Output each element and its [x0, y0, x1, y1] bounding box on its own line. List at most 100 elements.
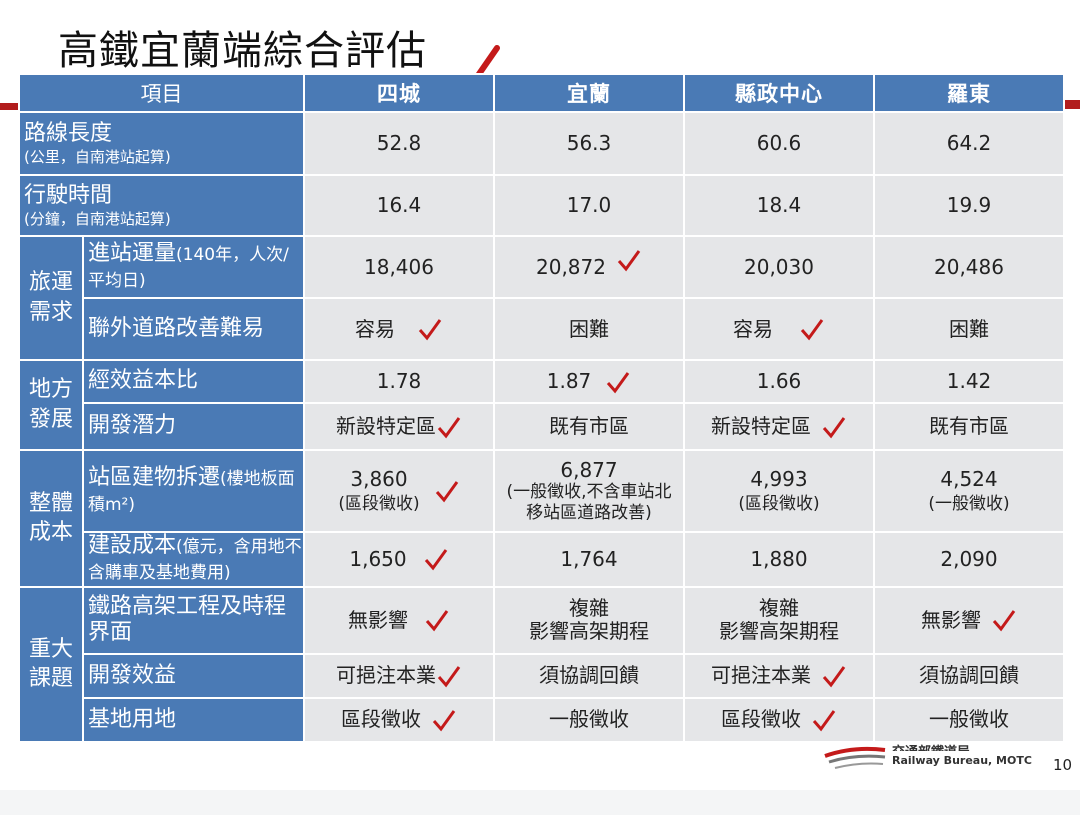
row-label-viaduct: 鐵路高架工程及時程界面 [82, 585, 305, 655]
row-time: 行駛時間 (分鐘，自南港站起算) 16.4 17.0 18.4 19.9 [18, 174, 1065, 237]
railway-bureau-logo-icon [823, 742, 887, 776]
cell-length-yilan: 56.3 [493, 111, 685, 176]
row-cost: 建設成本(億元，含用地不含購車及基地費用) 1,650 1,764 1,880 … [19, 531, 1065, 588]
group-overall-cost: 整體成本 [18, 449, 84, 588]
row-label-road: 聯外道路改善難易 [82, 297, 305, 361]
cell-viaduct-county: 複雜 影響高架期程 [683, 585, 875, 655]
cell-cost-sicheng: 1,650 [303, 531, 495, 588]
row-viaduct: 重大課題 鐵路高架工程及時程界面 無影響 複雜 影響高架期程 複雜 影響高架期程 無… [18, 585, 1065, 743]
check-mark-icon [821, 664, 847, 688]
cell-demolition-luodong: 4,524 (一般徵收) [873, 449, 1065, 533]
cell-road-yilan: 困難 [493, 297, 685, 361]
cell-depot-luodong: 一般徵收 [873, 696, 1065, 743]
row-sublabel-time: (分鐘，自南港站起算) [24, 209, 171, 228]
cell-potential-county: 新設特定區 [683, 402, 875, 451]
row-label-ridership: 進站運量(140年，人次/平均日) [82, 235, 305, 299]
check-mark-icon [424, 608, 450, 632]
row-label-benefit: 開發效益 [82, 652, 305, 699]
check-mark-icon [417, 317, 443, 341]
row-label-cost: 建設成本(億元，含用地不含購車及基地費用) [82, 531, 305, 588]
row-label-potential: 開發潛力 [82, 402, 305, 451]
cell-ridership-luodong: 20,486 [873, 235, 1065, 299]
cell-bcr-county: 1.66 [683, 359, 875, 404]
row-potential: 開發潛力 新設特定區 既有市區 新設特定區 既有市區 [19, 402, 1065, 451]
bottom-bar [0, 790, 1080, 815]
row-ridership: 旅運需求 進站運量(140年，人次/平均日) 18,406 20,872 20,… [18, 235, 1065, 361]
cell-viaduct-yilan: 複雜 影響高架期程 [493, 585, 685, 655]
cell-potential-luodong: 既有市區 [873, 402, 1065, 451]
cell-viaduct-sicheng: 無影響 [303, 585, 495, 655]
cell-cost-luodong: 2,090 [873, 531, 1065, 588]
page-number: 10 [1053, 756, 1073, 774]
row-sublabel-cost: (億元，含用地不含購車及基地費用) [88, 537, 302, 584]
row-sublabel-ridership: (140年，人次/平均日) [88, 244, 289, 291]
check-mark-icon [821, 415, 847, 439]
cell-bcr-sicheng: 1.78 [303, 359, 495, 404]
header-yilan: 宜蘭 [493, 73, 685, 113]
row-label-time: 行駛時間 (分鐘，自南港站起算) [18, 174, 305, 237]
row-label-depot: 基地用地 [82, 696, 305, 743]
check-mark-icon [431, 708, 457, 732]
logo-english-text: Railway Bureau, MOTC [892, 754, 1032, 767]
cell-potential-sicheng: 新設特定區 [303, 402, 495, 451]
cell-demolition-yilan: 6,877 (一般徵收,不含車站北移站區道路改善) [493, 449, 685, 533]
check-mark-icon [436, 415, 462, 439]
check-mark-icon [434, 479, 460, 503]
cell-time-luodong: 19.9 [873, 174, 1065, 237]
header-row: 項目 四城 宜蘭 縣政中心 羅東 [18, 73, 1065, 113]
row-depot: 基地用地 區段徵收 一般徵收 區段徵收 一般徵收 [19, 696, 1065, 743]
cell-depot-county: 區段徵收 [683, 696, 875, 743]
red-accent-line-left [0, 103, 18, 110]
cell-time-yilan: 17.0 [493, 174, 685, 237]
cell-length-luodong: 64.2 [873, 111, 1065, 176]
group-local-development: 地方發展 [18, 359, 84, 451]
check-mark-icon [436, 664, 462, 688]
cell-ridership-county: 20,030 [683, 235, 875, 299]
evaluation-table: 項目 四城 宜蘭 縣政中心 羅東 路線長度 (公里，自南港站起算) 52.8 5… [18, 73, 1065, 743]
cell-road-luodong: 困難 [873, 297, 1065, 361]
header-item: 項目 [18, 73, 305, 113]
group-travel-demand: 旅運需求 [18, 235, 84, 361]
row-bcr: 地方發展 經效益本比 1.78 1.87 1.66 1.42 [18, 359, 1065, 451]
check-mark-icon [799, 317, 825, 341]
red-accent-line-right [1064, 100, 1080, 109]
cell-length-sicheng: 52.8 [303, 111, 495, 176]
cell-depot-sicheng: 區段徵收 [303, 696, 495, 743]
check-mark-icon [616, 248, 642, 272]
cell-viaduct-luodong: 無影響 [873, 585, 1065, 655]
logo-chinese-text: 交通部鐵道局 [892, 741, 970, 751]
cell-ridership-yilan: 20,872 [493, 235, 685, 299]
row-length: 路線長度 (公里，自南港站起算) 52.8 56.3 60.6 64.2 [18, 111, 1065, 176]
cell-benefit-sicheng: 可挹注本業 [303, 652, 495, 699]
row-sublabel-demolition: (樓地板面積m²) [88, 468, 295, 515]
row-label-bcr: 經效益本比 [82, 359, 305, 404]
cell-bcr-yilan: 1.87 [493, 359, 685, 404]
cell-time-sicheng: 16.4 [303, 174, 495, 237]
group-major-issues: 重大課題 [18, 585, 84, 743]
cell-bcr-luodong: 1.42 [873, 359, 1065, 404]
cell-demolition-sicheng: 3,860 (區段徵收) [303, 449, 495, 533]
cell-depot-yilan: 一般徵收 [493, 696, 685, 743]
cell-demolition-county: 4,993 (區段徵收) [683, 449, 875, 533]
row-benefit: 開發效益 可挹注本業 須協調回饋 可挹注本業 須協調回饋 [19, 652, 1065, 699]
page-title: 高鐵宜蘭端綜合評估 [58, 28, 427, 74]
cell-benefit-luodong: 須協調回饋 [873, 652, 1065, 699]
header-luodong: 羅東 [873, 73, 1065, 113]
cell-road-sicheng: 容易 [303, 297, 495, 361]
check-mark-icon [991, 608, 1017, 632]
cell-cost-yilan: 1,764 [493, 531, 685, 588]
row-label-demolition: 站區建物拆遷(樓地板面積m²) [82, 449, 305, 533]
cell-ridership-sicheng: 18,406 [303, 235, 495, 299]
row-demolition: 整體成本 站區建物拆遷(樓地板面積m²) 3,860 (區段徵收) 6,877 (… [18, 449, 1065, 588]
header-county-center: 縣政中心 [683, 73, 875, 113]
cell-time-county: 18.4 [683, 174, 875, 237]
check-mark-icon [423, 547, 449, 571]
check-mark-icon [811, 708, 837, 732]
cell-benefit-county: 可挹注本業 [683, 652, 875, 699]
cell-benefit-yilan: 須協調回饋 [493, 652, 685, 699]
cell-cost-county: 1,880 [683, 531, 875, 588]
header-sicheng: 四城 [303, 73, 495, 113]
cell-length-county: 60.6 [683, 111, 875, 176]
row-road: 聯外道路改善難易 容易 困難 容易 困難 [19, 297, 1065, 361]
cell-potential-yilan: 既有市區 [493, 402, 685, 451]
